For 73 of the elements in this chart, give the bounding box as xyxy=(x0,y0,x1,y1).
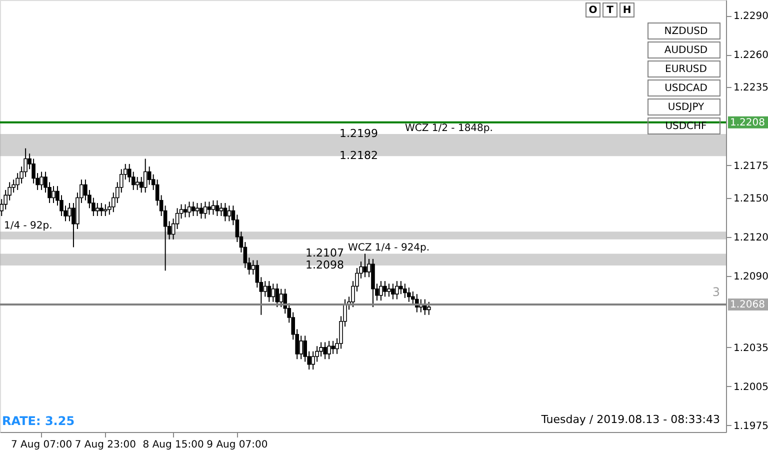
annotation: RATE: 3.25 xyxy=(2,414,75,428)
annotation: 1.2107 xyxy=(306,246,344,260)
ref-line-label: 1.2208 xyxy=(730,117,765,128)
y-tick-label: 1.2235 xyxy=(734,82,768,94)
candlestick xyxy=(207,201,212,216)
candlestick xyxy=(327,340,331,360)
annotation: USDCHF xyxy=(665,121,708,132)
band-label: WCZ 1/4 - 924р. xyxy=(348,242,430,254)
candlestick xyxy=(387,283,391,298)
candlestick xyxy=(379,280,383,302)
candlestick xyxy=(227,205,232,222)
candlestick xyxy=(223,202,228,222)
candlestick xyxy=(215,200,220,216)
candlestick xyxy=(263,280,268,298)
annotation: NZDUSD xyxy=(664,26,708,37)
band-label: WCZ 1/2 - 1848р. xyxy=(405,123,493,134)
candlestick xyxy=(363,253,367,278)
y-tick-label: 1.2150 xyxy=(734,193,768,204)
candlestick xyxy=(271,283,276,302)
y-tick-label: 1.2290 xyxy=(734,11,768,22)
x-tick-label: 7 Aug 07:00 xyxy=(10,440,72,450)
annotation: H xyxy=(622,5,632,16)
y-tick-label: 1.2090 xyxy=(734,271,768,282)
y-tick-label: 1.2005 xyxy=(734,382,768,393)
y-tick-label: 1.2120 xyxy=(734,232,768,244)
candlestick xyxy=(395,280,399,300)
candlestick xyxy=(211,200,216,216)
x-tick-label: 7 Aug 23:00 xyxy=(74,440,136,450)
annotation: 1.2199 xyxy=(340,127,378,140)
y-tick-label: 1.2260 xyxy=(734,50,768,62)
x-tick-label: 8 Aug 15:00 xyxy=(142,440,204,450)
candlestick xyxy=(323,342,327,360)
candlestick xyxy=(426,301,431,316)
candlestick xyxy=(275,283,280,308)
candlestick xyxy=(191,201,196,216)
annotation: T xyxy=(606,5,614,16)
candlestick xyxy=(403,283,407,298)
annotation: AUDUSD xyxy=(664,45,708,56)
candlestick xyxy=(187,201,192,218)
candlestick xyxy=(299,335,303,360)
annotation: USDCAD xyxy=(664,83,708,94)
annotation: Tuesday / 2019.08.13 - 08:33:43 xyxy=(540,413,720,426)
candlestick xyxy=(40,171,44,190)
candlestick xyxy=(183,204,188,218)
candlestick xyxy=(104,204,108,216)
candlestick xyxy=(407,287,411,302)
annotation: 1.2098 xyxy=(306,258,344,272)
candlestick xyxy=(100,202,104,216)
candlestick xyxy=(383,280,387,298)
candlestick xyxy=(143,158,148,194)
candlestick xyxy=(391,283,395,300)
candlestick xyxy=(399,280,403,295)
y-tick-label: 1.2035 xyxy=(734,342,768,354)
annotation: 1.2182 xyxy=(340,149,378,162)
ref-line-label: 1.2068 xyxy=(730,299,765,310)
candlestick xyxy=(319,342,323,358)
x-tick-label: 9 Aug 07:00 xyxy=(206,440,268,450)
candlestick xyxy=(96,202,100,216)
annotation: O xyxy=(588,5,598,16)
annotation: EURUSD xyxy=(665,64,708,75)
annotation: USDJPY xyxy=(668,102,705,113)
candlestick xyxy=(199,202,204,220)
candlestick xyxy=(68,202,72,222)
candlestick xyxy=(52,186,56,204)
y-tick-label: 1.2175 xyxy=(734,160,768,172)
candlestick xyxy=(203,201,208,220)
candlestick xyxy=(135,176,140,190)
candlestick xyxy=(279,288,284,308)
candlestick xyxy=(331,340,335,354)
annotation: 3 xyxy=(712,285,720,299)
candlestick xyxy=(267,280,272,302)
band-label: 1/4 - 92р. xyxy=(4,220,52,232)
y-tick-label: 1.1975 xyxy=(734,420,768,432)
